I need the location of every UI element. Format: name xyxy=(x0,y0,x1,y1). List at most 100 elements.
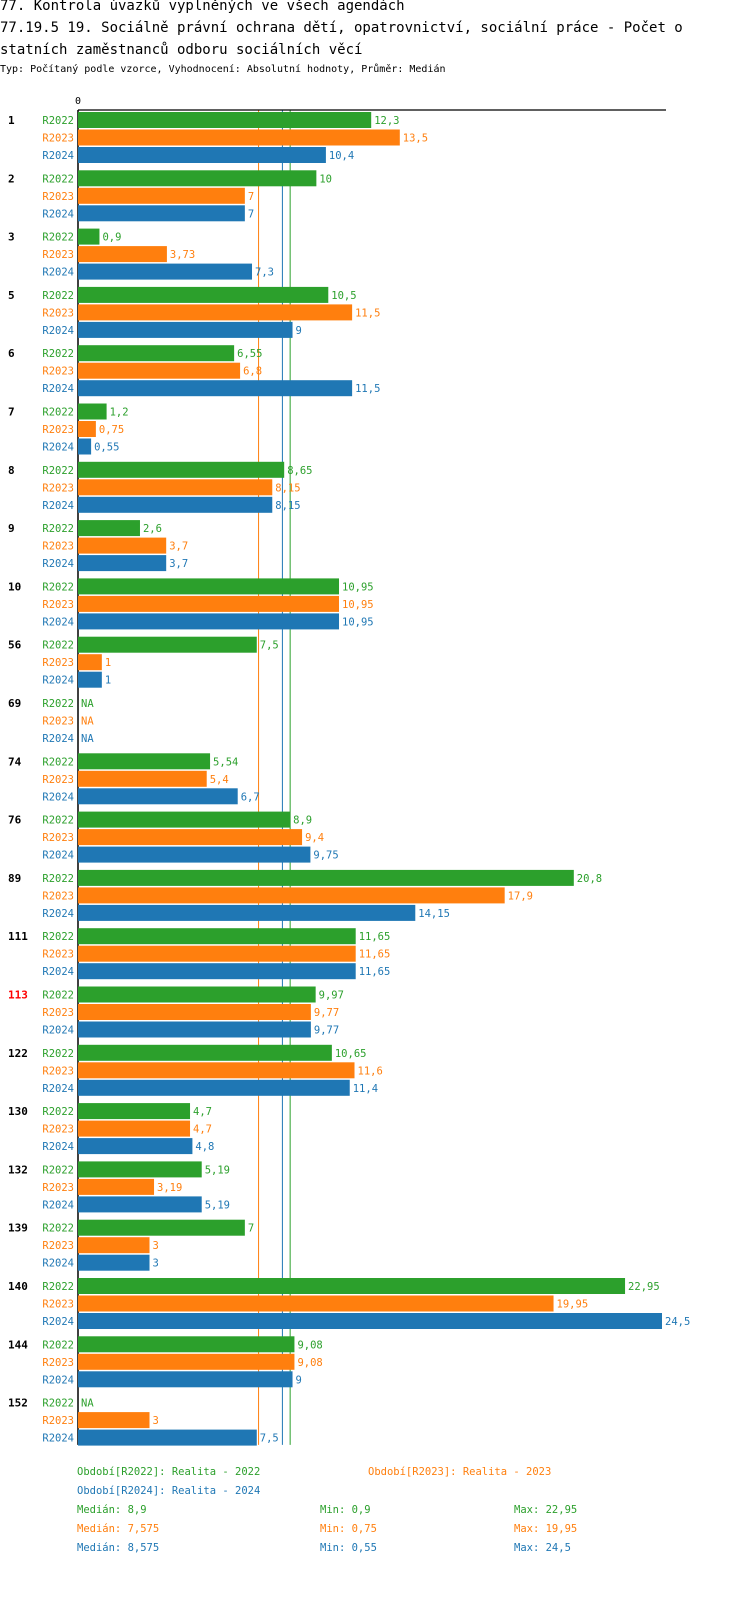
category-label-139: 139 xyxy=(8,1222,28,1235)
data-label-r2024-5: 9 xyxy=(296,325,302,337)
series-label-r2024: R2024 xyxy=(42,208,74,220)
series-label-r2022: R2022 xyxy=(42,873,74,885)
data-label-r2023-3: 3,73 xyxy=(170,249,195,261)
data-label-r2023-122: 11,6 xyxy=(358,1065,383,1077)
series-label-r2024: R2024 xyxy=(42,1141,74,1153)
bar-r2023-122 xyxy=(78,1062,355,1079)
series-label-r2022: R2022 xyxy=(42,290,74,302)
min-r2022: Min: 0,9 xyxy=(320,1504,371,1516)
report-subtitle-line-1: 77.19.5 19. Sociálně právní ochrana dětí… xyxy=(0,20,683,36)
data-label-r2022-132: 5,19 xyxy=(205,1164,230,1176)
data-label-r2023-139: 3 xyxy=(153,1240,159,1252)
bar-r2024-6 xyxy=(78,380,353,397)
data-label-r2023-7: 0,75 xyxy=(99,424,124,436)
bar-r2024-144 xyxy=(78,1371,293,1388)
bar-r2024-89 xyxy=(78,904,416,921)
bar-r2023-9 xyxy=(78,537,167,554)
data-label-r2023-111: 11,65 xyxy=(359,949,391,961)
series-label-r2023: R2023 xyxy=(42,191,74,203)
data-label-r2023-74: 5,4 xyxy=(210,774,229,786)
data-label-r2024-10: 10,95 xyxy=(342,616,374,628)
series-label-r2022: R2022 xyxy=(42,348,74,360)
bar-r2024-132 xyxy=(78,1196,202,1213)
data-label-r2024-1: 10,4 xyxy=(329,150,354,162)
category-label-76: 76 xyxy=(8,814,22,827)
bar-r2023-74 xyxy=(78,770,207,787)
bar-r2022-10 xyxy=(78,578,340,595)
data-label-r2024-144: 9 xyxy=(296,1374,302,1386)
series-label-r2022: R2022 xyxy=(42,931,74,943)
bar-r2023-1 xyxy=(78,129,400,146)
bar-r2024-113 xyxy=(78,1021,311,1038)
data-label-r2022-152: NA xyxy=(81,1398,94,1410)
series-label-r2024: R2024 xyxy=(42,791,74,803)
data-label-r2023-69: NA xyxy=(81,716,94,728)
series-label-r2022: R2022 xyxy=(42,1398,74,1410)
series-label-r2024: R2024 xyxy=(42,267,74,279)
bar-r2024-2 xyxy=(78,205,245,222)
bar-r2024-56 xyxy=(78,671,102,688)
bar-r2022-89 xyxy=(78,869,574,886)
data-label-r2022-144: 9,08 xyxy=(297,1339,322,1351)
series-label-r2024: R2024 xyxy=(42,150,74,162)
bar-r2023-144 xyxy=(78,1353,295,1370)
data-label-r2024-140: 24,5 xyxy=(665,1316,690,1328)
data-label-r2023-132: 3,19 xyxy=(157,1182,182,1194)
min-r2024: Min: 0,55 xyxy=(320,1542,377,1554)
bar-r2024-140 xyxy=(78,1313,662,1329)
category-label-130: 130 xyxy=(8,1105,28,1118)
bar-r2024-152 xyxy=(78,1429,257,1446)
series-label-r2024: R2024 xyxy=(42,500,74,512)
data-label-r2024-89: 14,15 xyxy=(418,908,450,920)
bar-r2023-139 xyxy=(78,1237,150,1254)
category-label-89: 89 xyxy=(8,872,21,885)
bar-r2022-9 xyxy=(78,520,140,537)
median-r2023: Medián: 7,575 xyxy=(77,1523,160,1535)
data-label-r2024-9: 3,7 xyxy=(169,558,188,570)
bar-r2022-7 xyxy=(78,403,107,420)
report-title: 77. Kontrola úvazků vyplněných ve všech … xyxy=(0,0,405,14)
data-label-r2023-9: 3,7 xyxy=(169,541,188,553)
series-label-r2023: R2023 xyxy=(42,133,74,145)
bar-r2022-1 xyxy=(78,112,372,128)
bar-r2024-122 xyxy=(78,1079,350,1096)
series-label-r2023: R2023 xyxy=(42,366,74,378)
bar-r2023-152 xyxy=(78,1412,150,1429)
data-label-r2024-113: 9,77 xyxy=(314,1025,339,1037)
series-label-r2023: R2023 xyxy=(42,482,74,494)
data-label-r2022-76: 8,9 xyxy=(293,815,312,827)
bar-r2024-130 xyxy=(78,1138,193,1155)
bar-r2022-56 xyxy=(78,636,257,653)
series-label-r2024: R2024 xyxy=(42,558,74,570)
series-label-r2024: R2024 xyxy=(42,1433,74,1445)
data-label-r2023-10: 10,95 xyxy=(342,599,374,611)
series-label-r2024: R2024 xyxy=(42,908,74,920)
median-r2022: Medián: 8,9 xyxy=(77,1504,147,1516)
data-label-r2022-111: 11,65 xyxy=(359,931,391,943)
max-r2022: Max: 22,95 xyxy=(514,1504,578,1516)
data-label-r2023-76: 9,4 xyxy=(305,832,324,844)
data-label-r2024-111: 11,65 xyxy=(359,966,391,978)
bar-r2022-111 xyxy=(78,928,356,945)
series-label-r2022: R2022 xyxy=(42,1223,74,1235)
data-label-r2023-5: 11,5 xyxy=(355,307,380,319)
data-label-r2024-56: 1 xyxy=(105,675,111,687)
series-label-r2022: R2022 xyxy=(42,465,74,477)
data-label-r2023-152: 3 xyxy=(153,1415,159,1427)
data-label-r2024-152: 7,5 xyxy=(260,1433,279,1445)
series-label-r2023: R2023 xyxy=(42,890,74,902)
data-label-r2022-6: 6,55 xyxy=(237,348,262,360)
data-label-r2023-140: 19,95 xyxy=(557,1299,589,1311)
series-label-r2023: R2023 xyxy=(42,832,74,844)
data-label-r2024-8: 8,15 xyxy=(275,500,300,512)
data-label-r2024-74: 6,7 xyxy=(241,791,260,803)
series-label-r2024: R2024 xyxy=(42,675,74,687)
data-label-r2022-56: 7,5 xyxy=(260,640,279,652)
bar-r2022-5 xyxy=(78,286,329,303)
series-label-r2023: R2023 xyxy=(42,774,74,786)
series-label-r2022: R2022 xyxy=(42,173,74,185)
bar-r2022-130 xyxy=(78,1103,191,1120)
data-label-r2024-7: 0,55 xyxy=(94,442,119,454)
series-label-r2022: R2022 xyxy=(42,756,74,768)
